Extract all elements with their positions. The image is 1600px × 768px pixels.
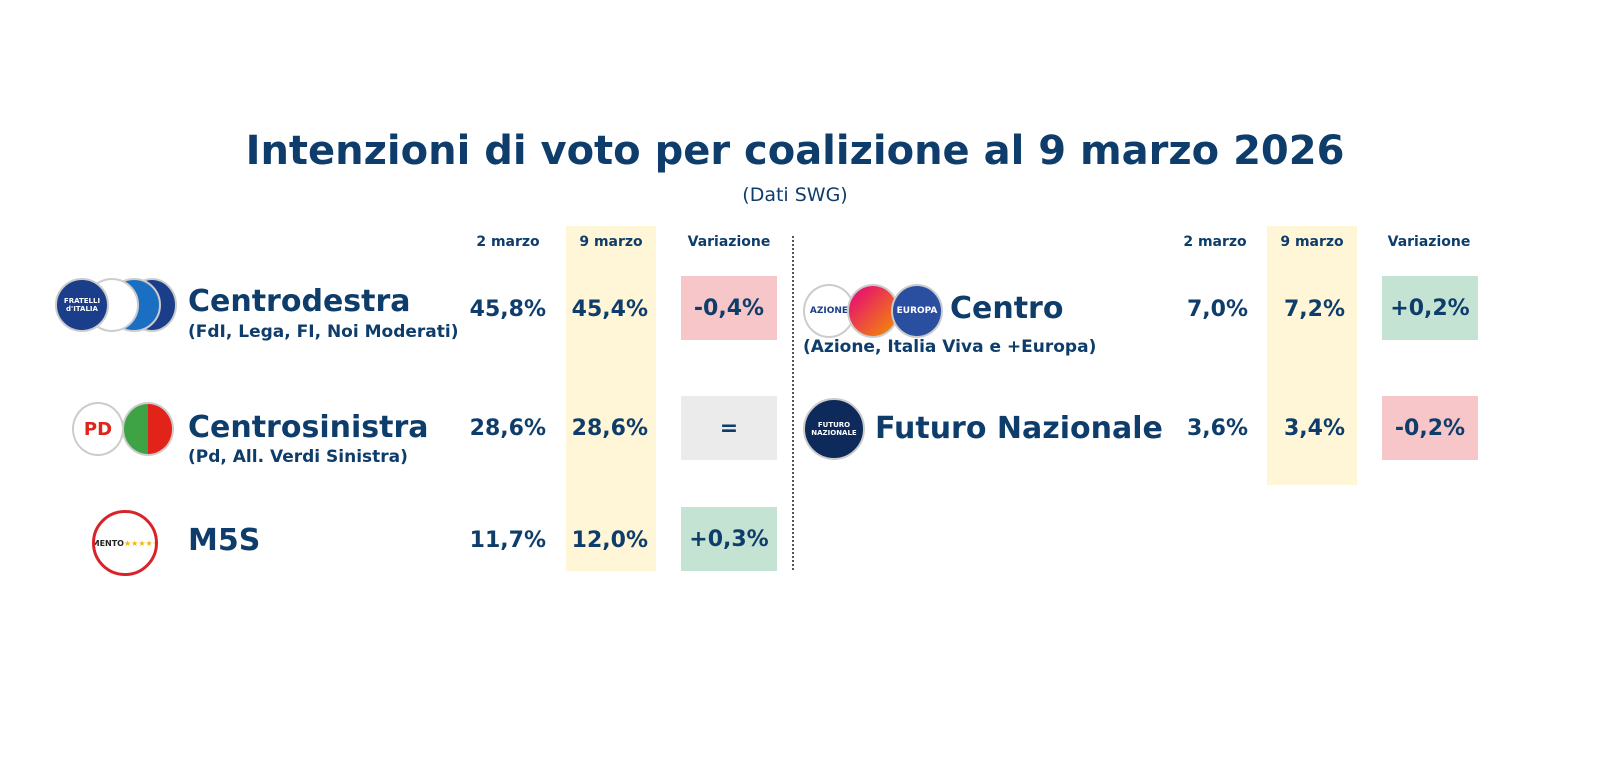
- fdi-logo-icon: FRATELLI d'ITALIA: [55, 278, 109, 332]
- subtitle: (Dati SWG): [742, 184, 848, 206]
- header-2-marzo: 2 marzo: [476, 234, 540, 250]
- coalition-parties: (FdI, Lega, FI, Noi Moderati): [188, 322, 459, 342]
- m5s-logo-icon: MOVIMENTO★★★★★2050: [92, 510, 158, 576]
- coalition-name: Futuro Nazionale: [875, 411, 1163, 446]
- coalition-parties: (Azione, Italia Viva e +Europa): [803, 337, 1097, 357]
- value-2-marzo: 3,6%: [1186, 416, 1248, 441]
- change-badge: -0,4%: [681, 276, 777, 340]
- pd-logo-icon: PD: [72, 402, 124, 456]
- value-2-marzo: 7,0%: [1186, 297, 1248, 322]
- change-badge: +0,3%: [681, 507, 777, 571]
- highlight-column: [566, 226, 656, 571]
- avs-logo-icon: [122, 402, 174, 456]
- value-9-marzo: 45,4%: [571, 297, 648, 322]
- value-9-marzo: 7,2%: [1283, 297, 1345, 322]
- value-9-marzo: 3,4%: [1283, 416, 1345, 441]
- change-badge: -0,2%: [1382, 396, 1478, 460]
- piu-europa-logo-icon: EUROPA: [891, 284, 943, 338]
- value-9-marzo: 28,6%: [571, 416, 648, 441]
- header-9-marzo: 9 marzo: [1280, 234, 1344, 250]
- header-2-marzo: 2 marzo: [1183, 234, 1247, 250]
- highlight-column: [1267, 226, 1357, 485]
- coalition-name: Centrodestra: [188, 284, 411, 319]
- centrosinistra-logos: PD: [72, 402, 174, 458]
- centro-logos: AZIONE EUROPA: [803, 284, 943, 340]
- coalition-name: Centro: [950, 291, 1064, 326]
- header-variazione: Variazione: [1387, 234, 1471, 250]
- centrodestra-logos: FRATELLI d'ITALIA: [55, 278, 177, 334]
- page-title: Intenzioni di voto per coalizione al 9 m…: [245, 128, 1345, 174]
- coalition-parties: (Pd, All. Verdi Sinistra): [188, 447, 408, 467]
- header-9-marzo: 9 marzo: [579, 234, 643, 250]
- coalition-name: M5S: [188, 523, 261, 558]
- value-2-marzo: 11,7%: [469, 528, 546, 553]
- header-variazione: Variazione: [687, 234, 771, 250]
- change-badge: =: [681, 396, 777, 460]
- divider: [792, 236, 794, 570]
- change-badge: +0,2%: [1382, 276, 1478, 340]
- coalition-name: Centrosinistra: [188, 410, 429, 445]
- value-2-marzo: 28,6%: [469, 416, 546, 441]
- futuro-nazionale-logo-icon: FUTURO NAZIONALE: [803, 398, 865, 460]
- value-9-marzo: 12,0%: [571, 528, 648, 553]
- value-2-marzo: 45,8%: [469, 297, 546, 322]
